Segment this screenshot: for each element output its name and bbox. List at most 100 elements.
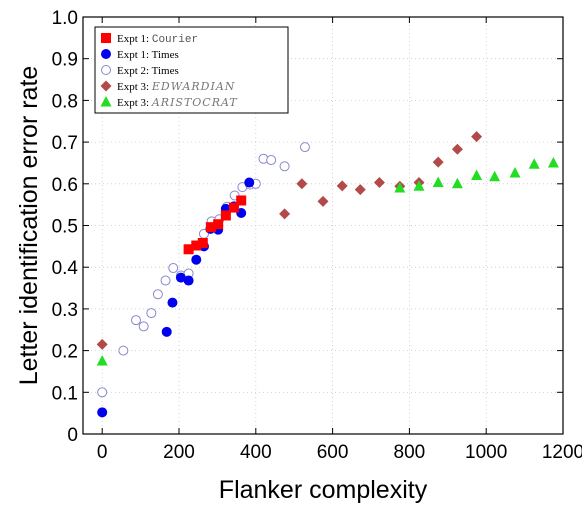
data-point [183, 275, 194, 286]
series-expt-3-aristocrat [96, 156, 559, 366]
data-point [96, 338, 108, 350]
legend-label: Expt 1: Courier [117, 33, 198, 46]
legend-box [94, 26, 289, 114]
data-point [97, 387, 108, 398]
data-point [175, 272, 186, 283]
legend-label: Expt 3: EDWARDIAN [117, 80, 235, 93]
data-point [373, 177, 385, 189]
data-point [471, 131, 483, 143]
x-tick-label: 600 [317, 442, 349, 463]
legend-label-font: ARISTOCRAT [151, 96, 239, 109]
data-point [205, 222, 216, 233]
legend-label-prefix: Expt 2: [117, 65, 152, 77]
data-point [354, 184, 366, 196]
legend-label-prefix: Expt 3: [117, 97, 152, 109]
y-tick-label: 0.1 [52, 383, 78, 404]
data-points [96, 131, 559, 418]
data-point [183, 244, 194, 255]
data-point [451, 143, 463, 155]
data-point [394, 181, 406, 193]
data-point [191, 240, 202, 251]
y-tick-label: 0 [67, 425, 78, 446]
data-point [236, 195, 247, 206]
y-tick-label: 0.2 [52, 342, 78, 363]
legend-entry: Expt 1: Times [101, 49, 179, 61]
x-tick-label: 0 [97, 442, 108, 463]
legend-entry: Expt 2: Times [101, 65, 179, 77]
legend-marker [100, 80, 112, 92]
data-point [528, 158, 540, 169]
y-tick-label: 0.8 [52, 91, 78, 112]
data-point [161, 326, 172, 337]
data-point [146, 308, 157, 319]
y-axis-title: Letter identification error rate [15, 66, 43, 386]
data-point [228, 202, 239, 213]
legend-label-font: EDWARDIAN [151, 80, 236, 93]
legend-entry: Expt 1: Courier [101, 33, 198, 46]
data-point [547, 156, 559, 168]
data-point [336, 180, 348, 192]
data-point [213, 219, 224, 230]
data-point [471, 169, 483, 180]
data-point [509, 166, 521, 178]
legend-entry: Expt 3: EDWARDIAN [100, 80, 235, 93]
data-point [413, 180, 425, 191]
x-tick-label: 1200 [542, 442, 582, 463]
series-expt-1-courier [183, 195, 247, 255]
data-point [266, 155, 277, 166]
x-tick-label: 200 [163, 442, 195, 463]
y-tick-label: 1.0 [52, 8, 78, 29]
data-point [167, 297, 178, 308]
legend-label-font: Times [152, 49, 179, 61]
axis-ticks: 0 0.1 0.2 0.3 0.4 0.5 0.6 0.7 0.8 0.9 1.0 0 200 400 60… [52, 8, 582, 463]
data-point [244, 177, 255, 188]
legend-label: Expt 1: Times [117, 49, 179, 61]
data-point [160, 275, 171, 286]
data-point [168, 263, 179, 274]
y-tick-label: 0.9 [52, 50, 78, 71]
x-axis-title: Flanker complexity [219, 476, 428, 504]
data-point [451, 177, 463, 189]
y-tick-label: 0.3 [52, 300, 78, 321]
y-tick-label: 0.7 [52, 133, 78, 154]
data-point [279, 208, 291, 220]
y-tick-label: 0.6 [52, 175, 78, 196]
data-point [97, 407, 108, 418]
legend-marker [101, 33, 111, 43]
data-point [317, 195, 329, 207]
y-tick-label: 0.5 [52, 217, 78, 238]
series-expt-3-edwardian [96, 131, 483, 350]
x-tick-label: 400 [240, 442, 272, 463]
data-point [299, 142, 310, 153]
legend-marker [101, 65, 111, 75]
data-point [296, 178, 308, 190]
data-point [191, 254, 202, 265]
data-point [197, 238, 208, 249]
data-point [220, 210, 231, 221]
data-point [489, 170, 501, 182]
legend-label-prefix: Expt 1: [117, 33, 152, 45]
data-point [432, 176, 444, 188]
data-point [152, 289, 163, 300]
data-point [118, 345, 129, 356]
data-point [130, 315, 141, 326]
legend-label-font: Courier [152, 34, 198, 46]
legend-marker [101, 49, 111, 59]
legend-label: Expt 2: Times [117, 65, 179, 77]
legend-marker [100, 96, 112, 107]
x-tick-label: 1000 [465, 442, 507, 463]
data-point [432, 156, 444, 168]
data-point [96, 355, 108, 366]
data-point [279, 161, 290, 172]
legend-label: Expt 3: ARISTOCRAT [117, 96, 238, 109]
x-tick-label: 800 [394, 442, 426, 463]
y-tick-label: 0.4 [52, 258, 79, 279]
legend-label-font: Times [152, 65, 179, 77]
legend-label-prefix: Expt 1: [117, 49, 152, 61]
legend-entry: Expt 3: ARISTOCRAT [100, 96, 238, 109]
data-point [138, 321, 149, 332]
